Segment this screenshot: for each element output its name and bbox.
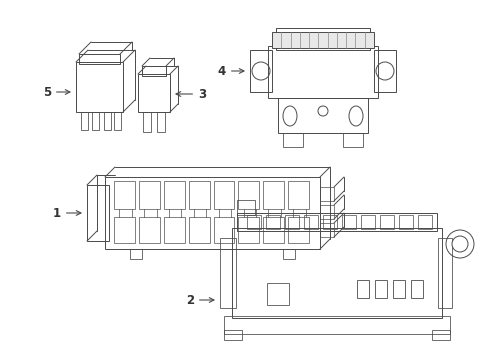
Bar bbox=[373, 50, 395, 92]
Bar bbox=[319, 187, 333, 201]
Bar bbox=[265, 215, 280, 229]
Bar bbox=[287, 217, 308, 243]
Bar bbox=[87, 185, 109, 241]
Bar bbox=[237, 200, 254, 215]
Bar bbox=[278, 98, 367, 133]
Bar bbox=[163, 181, 184, 209]
Bar bbox=[163, 217, 184, 243]
Bar bbox=[142, 112, 151, 132]
Bar bbox=[213, 217, 234, 243]
Bar bbox=[249, 50, 271, 92]
Bar bbox=[139, 217, 160, 243]
Bar bbox=[341, 215, 355, 229]
Bar bbox=[138, 74, 170, 112]
Bar bbox=[188, 181, 209, 209]
Bar bbox=[104, 112, 111, 130]
Bar bbox=[267, 46, 377, 98]
Bar bbox=[76, 62, 123, 112]
Bar bbox=[139, 181, 160, 209]
Bar bbox=[410, 280, 422, 298]
Bar bbox=[224, 316, 449, 334]
Bar bbox=[81, 112, 88, 130]
Bar bbox=[105, 177, 319, 249]
Bar bbox=[79, 54, 120, 64]
Bar bbox=[213, 181, 234, 209]
Bar bbox=[283, 133, 303, 147]
Bar bbox=[220, 238, 236, 308]
Bar bbox=[398, 215, 412, 229]
Bar bbox=[285, 215, 298, 229]
Bar bbox=[271, 32, 373, 48]
Bar bbox=[130, 249, 142, 259]
Bar bbox=[237, 213, 436, 231]
Bar bbox=[238, 217, 259, 243]
Bar bbox=[323, 215, 336, 229]
Text: 3: 3 bbox=[176, 87, 206, 100]
Bar bbox=[287, 181, 308, 209]
Bar bbox=[304, 215, 317, 229]
Bar bbox=[431, 330, 449, 340]
Bar bbox=[266, 283, 288, 305]
Bar bbox=[374, 280, 386, 298]
Bar bbox=[275, 28, 369, 50]
Bar bbox=[319, 223, 333, 237]
Bar bbox=[263, 217, 284, 243]
Bar bbox=[188, 217, 209, 243]
Bar bbox=[114, 181, 135, 209]
Bar bbox=[92, 112, 99, 130]
Text: 5: 5 bbox=[42, 86, 70, 99]
Bar bbox=[157, 112, 164, 132]
Bar bbox=[437, 238, 451, 308]
Bar bbox=[342, 133, 362, 147]
Bar bbox=[283, 249, 294, 259]
Bar bbox=[224, 330, 242, 340]
Bar bbox=[246, 215, 261, 229]
Bar bbox=[417, 215, 431, 229]
Bar bbox=[231, 228, 441, 318]
Bar bbox=[319, 205, 333, 219]
Bar bbox=[360, 215, 374, 229]
Bar bbox=[356, 280, 368, 298]
Bar bbox=[263, 181, 284, 209]
Text: 1: 1 bbox=[53, 207, 81, 220]
Circle shape bbox=[451, 236, 467, 252]
Bar bbox=[379, 215, 393, 229]
Text: 4: 4 bbox=[217, 64, 244, 77]
Bar bbox=[238, 181, 259, 209]
Bar bbox=[142, 66, 165, 76]
Bar bbox=[114, 112, 121, 130]
Text: 2: 2 bbox=[185, 293, 214, 306]
Bar bbox=[392, 280, 404, 298]
Bar bbox=[114, 217, 135, 243]
